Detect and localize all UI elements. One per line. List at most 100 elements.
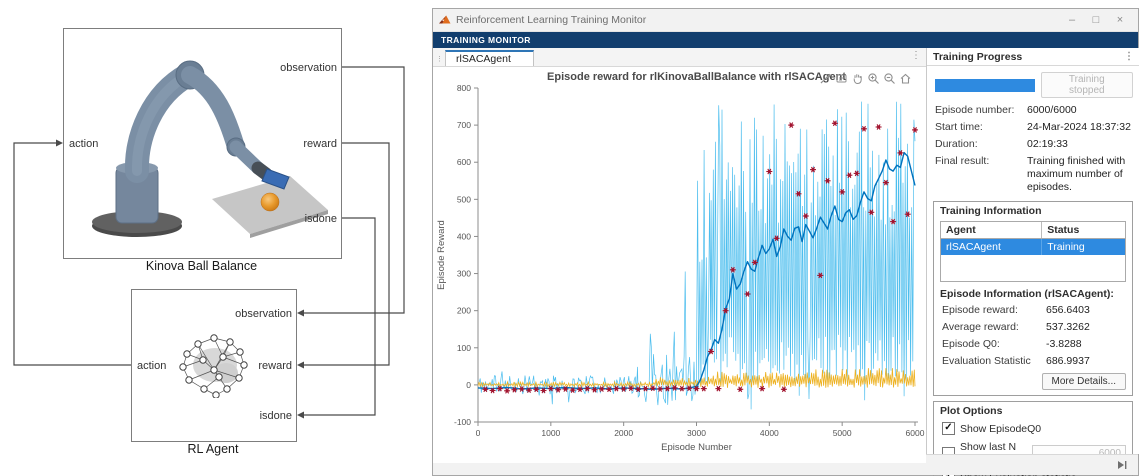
plant-block-caption: Kinova Ball Balance xyxy=(145,259,258,273)
restore-view-icon[interactable] xyxy=(899,72,912,85)
show-episodeq0-checkbox[interactable]: ✓ xyxy=(942,422,955,435)
svg-text:Episode Reward: Episode Reward xyxy=(436,220,447,290)
plant-port-action: action xyxy=(69,138,99,150)
wire-isdone xyxy=(300,217,376,416)
robot-gripper-ring xyxy=(251,161,273,181)
svg-text:600: 600 xyxy=(457,157,471,167)
svg-text:Episode Number: Episode Number xyxy=(661,442,732,453)
svg-text:-100: -100 xyxy=(454,417,471,427)
arrow-reward xyxy=(297,361,304,369)
agent-port-observation: observation xyxy=(235,308,292,320)
training-progress-panel: Training Progress ⋮ Training stopped Epi… xyxy=(927,48,1139,476)
svg-text:2000: 2000 xyxy=(614,428,633,438)
episode-q0-value: -3.8288 xyxy=(1046,338,1082,350)
sidebar-panel-menu-icon[interactable]: ⋮ xyxy=(1124,51,1134,62)
zoom-in-icon[interactable] xyxy=(867,72,880,85)
plant-port-isdone: isdone xyxy=(304,213,337,225)
agent-port-action: action xyxy=(137,360,167,372)
svg-text:500: 500 xyxy=(457,194,471,204)
episode-information-title: Episode Information (rlSACAgent): xyxy=(940,288,1114,300)
brush-icon[interactable] xyxy=(819,72,832,85)
maximize-button[interactable]: □ xyxy=(1092,14,1100,26)
svg-text:300: 300 xyxy=(457,269,471,279)
window-titlebar[interactable]: Reinforcement Learning Training Monitor … xyxy=(433,9,1138,32)
svg-text:0: 0 xyxy=(476,428,481,438)
training-information-group: Training Information Agent Status rlSACA… xyxy=(933,201,1133,396)
training-progress-bar xyxy=(935,78,1035,92)
plant-port-reward: reward xyxy=(303,138,337,150)
simulink-model-canvas[interactable]: action observation reward isdone Kinova … xyxy=(0,0,432,476)
axes-toolbar xyxy=(819,72,912,85)
table-row[interactable]: rlSACAgent Training finished xyxy=(941,239,1125,269)
ribbon-label: TRAINING MONITOR xyxy=(441,35,531,45)
tab-grip-icon[interactable]: ⋮ xyxy=(436,56,443,63)
plant-port-observation: observation xyxy=(280,62,337,74)
show-episodeq0-label: Show EpisodeQ0 xyxy=(960,422,1042,435)
svg-text:Episode reward for rlKinovaBal: Episode reward for rlKinovaBallBalance w… xyxy=(547,71,846,83)
rl-agent-block[interactable]: action observation reward isdone xyxy=(131,289,297,442)
tab-strip: ⋮ rlSACAgent ⋮ xyxy=(433,48,926,67)
svg-text:100: 100 xyxy=(457,343,471,353)
signal-wires xyxy=(13,66,405,419)
evaluation-statistic-value: 686.9937 xyxy=(1046,355,1090,367)
zoom-out-icon[interactable] xyxy=(883,72,896,85)
svg-text:700: 700 xyxy=(457,120,471,130)
agent-status-table: Agent Status rlSACAgent Training finishe… xyxy=(940,221,1126,282)
episode-reward-chart[interactable]: -100 0 100 200 300 400 500 600 700 800 0 1000 2000 30… xyxy=(433,67,926,458)
datatip-icon[interactable] xyxy=(835,72,848,85)
svg-text:4000: 4000 xyxy=(760,428,779,438)
final-result-label: Final result: xyxy=(935,155,990,167)
svg-text:0: 0 xyxy=(466,380,471,390)
training-stopped-button[interactable]: Training stopped xyxy=(1040,72,1133,98)
document-panel-menu-icon[interactable]: ⋮ xyxy=(911,50,921,61)
toolstrip-ribbon[interactable]: TRAINING MONITOR xyxy=(433,32,1138,48)
wire-observation xyxy=(300,66,405,314)
window-title: Reinforcement Learning Training Monitor xyxy=(456,14,647,26)
episode-number-value: 6000/6000 xyxy=(1027,104,1077,116)
episode-reward-value: 656.6403 xyxy=(1046,304,1090,316)
arrow-action xyxy=(56,139,63,147)
minimize-button[interactable]: – xyxy=(1068,14,1076,26)
chart-region: -100 0 100 200 300 400 500 600 700 800 0 1000 2000 30… xyxy=(433,67,926,463)
agent-cell: rlSACAgent xyxy=(941,239,1043,255)
final-result-value: Training finished with maximum number of… xyxy=(1027,155,1126,193)
expand-panel-icon[interactable] xyxy=(1116,460,1128,470)
more-details-button[interactable]: More Details... xyxy=(1041,373,1126,390)
start-time-value: 24-Mar-2024 18:37:32 xyxy=(1027,121,1131,133)
start-time-label: Start time: xyxy=(935,121,983,133)
arrow-isdone xyxy=(297,411,304,419)
episode-number-label: Episode number: xyxy=(935,104,1015,116)
average-reward-value: 537.3262 xyxy=(1046,321,1090,333)
plot-options-title: Plot Options xyxy=(940,405,1003,417)
robot-arm-illustration xyxy=(92,60,328,238)
status-column-header: Status xyxy=(1047,224,1080,236)
agent-column-header: Agent xyxy=(941,222,1043,238)
agent-port-isdone: isdone xyxy=(259,410,292,422)
robot-tool-blue xyxy=(261,168,290,190)
robot-forearm xyxy=(181,66,245,156)
svg-text:3000: 3000 xyxy=(687,428,706,438)
wire-reward xyxy=(300,142,390,366)
wire-action xyxy=(13,142,131,366)
plant-block[interactable]: action observation reward isdone xyxy=(63,28,342,259)
arrow-observation xyxy=(297,309,304,317)
close-button[interactable]: × xyxy=(1116,14,1124,26)
rl-agent-block-caption: RL Agent xyxy=(187,442,239,456)
evaluation-statistic-label: Evaluation Statistic xyxy=(942,355,1031,367)
matlab-logo-icon xyxy=(439,15,451,23)
svg-text:400: 400 xyxy=(457,231,471,241)
orange-ball xyxy=(260,192,280,212)
svg-text:1000: 1000 xyxy=(541,428,560,438)
episode-q0-label: Episode Q0: xyxy=(942,338,1000,350)
svg-text:200: 200 xyxy=(457,306,471,316)
status-cell: Training finished xyxy=(1047,241,1085,269)
pan-icon[interactable] xyxy=(851,72,864,85)
neural-network-icon xyxy=(179,334,248,398)
svg-text:800: 800 xyxy=(457,83,471,93)
sidebar-title: Training Progress xyxy=(933,50,1023,63)
tab-rlsacagent[interactable]: rlSACAgent xyxy=(445,50,534,66)
average-reward-label: Average reward: xyxy=(942,321,1019,333)
agent-port-reward: reward xyxy=(258,360,292,372)
svg-text:6000: 6000 xyxy=(906,428,925,438)
